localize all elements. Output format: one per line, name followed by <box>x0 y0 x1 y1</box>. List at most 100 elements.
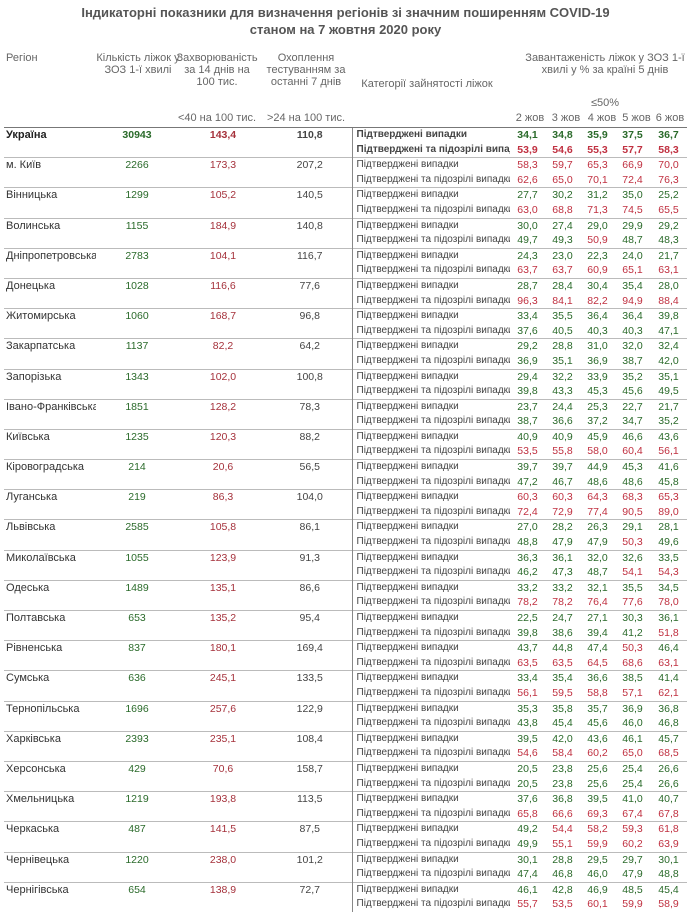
load-confirmed: 66,9 <box>615 157 650 173</box>
load-confirmed: 34,1 <box>510 126 545 143</box>
header-day-4: 5 жов <box>622 112 651 124</box>
table-row-suspected: Підтверджені та підозрілі випадки 39,8 38,… <box>4 625 687 641</box>
table-row-suspected: Підтверджені та підозрілі випадки 63,5 63,… <box>4 655 687 671</box>
load-confirmed: 24,3 <box>510 247 545 264</box>
indicator-table: Україна 30943 143,4 110,8 Підтверджені випад… <box>4 126 687 912</box>
category-suspected: Підтверджені та підозрілі випадки <box>351 323 510 339</box>
load-suspected: 96,3 <box>517 294 538 307</box>
beds-count: 2393 <box>96 730 178 762</box>
load-confirmed: 36,8 <box>650 700 687 717</box>
load-suspected: 46,0 <box>587 868 608 881</box>
load-suspected: 45,4 <box>552 717 573 730</box>
region-name: Чернівецька <box>4 851 96 883</box>
beds-count: 30943 <box>96 126 178 158</box>
testing-value: 100,8 <box>268 368 352 400</box>
load-suspected: 63,5 <box>552 656 573 669</box>
beds-count: 1696 <box>96 700 178 732</box>
load-confirmed: 24,0 <box>615 247 650 264</box>
category-suspected: Підтверджені та підозрілі випадки <box>351 565 510 581</box>
region-name: Україна <box>4 126 96 158</box>
table-row-suspected: Підтверджені та підозрілі випадки 43,8 45,… <box>4 716 687 732</box>
load-suspected: 60,2 <box>622 837 643 850</box>
load-suspected: 60,2 <box>587 747 608 760</box>
beds-count: 1060 <box>96 308 178 339</box>
load-confirmed: 29,1 <box>615 519 650 536</box>
category-confirmed: Підтверджені випадки <box>351 157 510 173</box>
category-confirmed: Підтверджені випадки <box>351 308 510 324</box>
category-confirmed: Підтверджені випадки <box>351 277 510 294</box>
load-confirmed: 35,0 <box>615 187 650 203</box>
region-name: Запорізька <box>4 368 96 400</box>
region-name: Полтавська <box>4 609 96 641</box>
load-suspected: 54,6 <box>517 747 538 760</box>
load-confirmed: 46,4 <box>650 640 687 656</box>
table-row: Херсонська 429 70,6 158,7 Підтверджені випад… <box>4 760 687 792</box>
load-suspected: 36,9 <box>517 354 538 367</box>
load-suspected: 82,2 <box>587 294 608 307</box>
table-row: м. Київ 2266 173,3 207,2 Підтверджені випадк… <box>4 157 687 188</box>
header-incidence-threshold: <40 на 100 тис. <box>177 112 257 124</box>
load-confirmed: 32,0 <box>615 338 650 354</box>
category-suspected: Підтверджені та підозрілі випадки <box>351 776 510 792</box>
load-suspected: 55,8 <box>552 445 573 458</box>
load-confirmed: 29,2 <box>650 217 687 234</box>
load-confirmed: 54,4 <box>545 821 580 837</box>
load-confirmed: 44,8 <box>545 640 580 656</box>
load-confirmed: 27,7 <box>510 187 545 203</box>
load-confirmed: 24,7 <box>545 609 580 626</box>
region-name: Луганська <box>4 489 96 520</box>
load-confirmed: 35,9 <box>580 126 615 143</box>
table-row: Волинська 1155 184,9 140,8 Підтверджені випа… <box>4 217 687 249</box>
table-row-suspected: Підтверджені та підозрілі випадки 48,8 47,… <box>4 535 687 551</box>
load-confirmed: 33,5 <box>650 549 687 566</box>
load-confirmed: 32,4 <box>650 338 687 354</box>
region-name: Харківська <box>4 730 96 762</box>
load-suspected: 47,3 <box>552 566 573 579</box>
load-confirmed: 39,5 <box>510 730 545 747</box>
load-suspected: 65,5 <box>658 203 679 216</box>
load-confirmed: 36,1 <box>650 609 687 626</box>
load-confirmed: 25,3 <box>580 398 615 415</box>
load-suspected: 78,2 <box>552 596 573 609</box>
category-suspected: Підтверджені та підозрілі випадки <box>351 806 510 822</box>
load-confirmed: 28,8 <box>545 338 580 354</box>
beds-count: 1220 <box>96 851 178 883</box>
testing-value: 101,2 <box>268 851 352 883</box>
load-suspected: 74,5 <box>622 203 643 216</box>
load-confirmed: 26,6 <box>650 760 687 777</box>
testing-value: 108,4 <box>268 730 352 762</box>
load-confirmed: 36,9 <box>615 700 650 717</box>
region-name: Кіровоградська <box>4 459 96 490</box>
category-confirmed: Підтверджені випадки <box>351 398 510 415</box>
load-confirmed: 61,8 <box>650 821 687 837</box>
load-confirmed: 29,9 <box>615 217 650 234</box>
load-confirmed: 33,9 <box>580 368 615 385</box>
load-suspected: 76,4 <box>587 596 608 609</box>
load-confirmed: 41,4 <box>650 670 687 686</box>
table-row-suspected: Підтверджені та підозрілі випадки 39,8 43,… <box>4 384 687 400</box>
incidence-value: 105,8 <box>178 519 268 551</box>
load-confirmed: 28,8 <box>545 851 580 868</box>
load-confirmed: 40,9 <box>510 428 545 445</box>
category-confirmed: Підтверджені випадки <box>351 881 510 898</box>
category-suspected: Підтверджені та підозрілі випадки <box>351 384 510 400</box>
category-confirmed: Підтверджені випадки <box>351 821 510 837</box>
load-confirmed: 36,4 <box>615 308 650 324</box>
load-suspected: 77,4 <box>587 505 608 518</box>
load-suspected: 68,6 <box>622 656 643 669</box>
category-confirmed: Підтверджені випадки <box>351 489 510 505</box>
load-confirmed: 28,2 <box>545 519 580 536</box>
load-suspected: 55,7 <box>517 898 538 911</box>
category-suspected: Підтверджені та підозрілі випадки <box>351 263 510 279</box>
testing-value: 86,6 <box>268 579 352 611</box>
table-body: Україна 30943 143,4 110,8 Підтверджені випад… <box>4 126 687 912</box>
testing-value: 78,3 <box>268 398 352 430</box>
load-confirmed: 29,7 <box>615 851 650 868</box>
load-suspected: 59,9 <box>587 837 608 850</box>
incidence-value: 116,6 <box>178 277 268 309</box>
load-suspected: 34,7 <box>622 415 643 428</box>
category-confirmed: Підтверджені випадки <box>351 579 510 596</box>
region-name: Одеська <box>4 579 96 611</box>
incidence-value: 180,1 <box>178 640 268 671</box>
region-name: Тернопільська <box>4 700 96 732</box>
